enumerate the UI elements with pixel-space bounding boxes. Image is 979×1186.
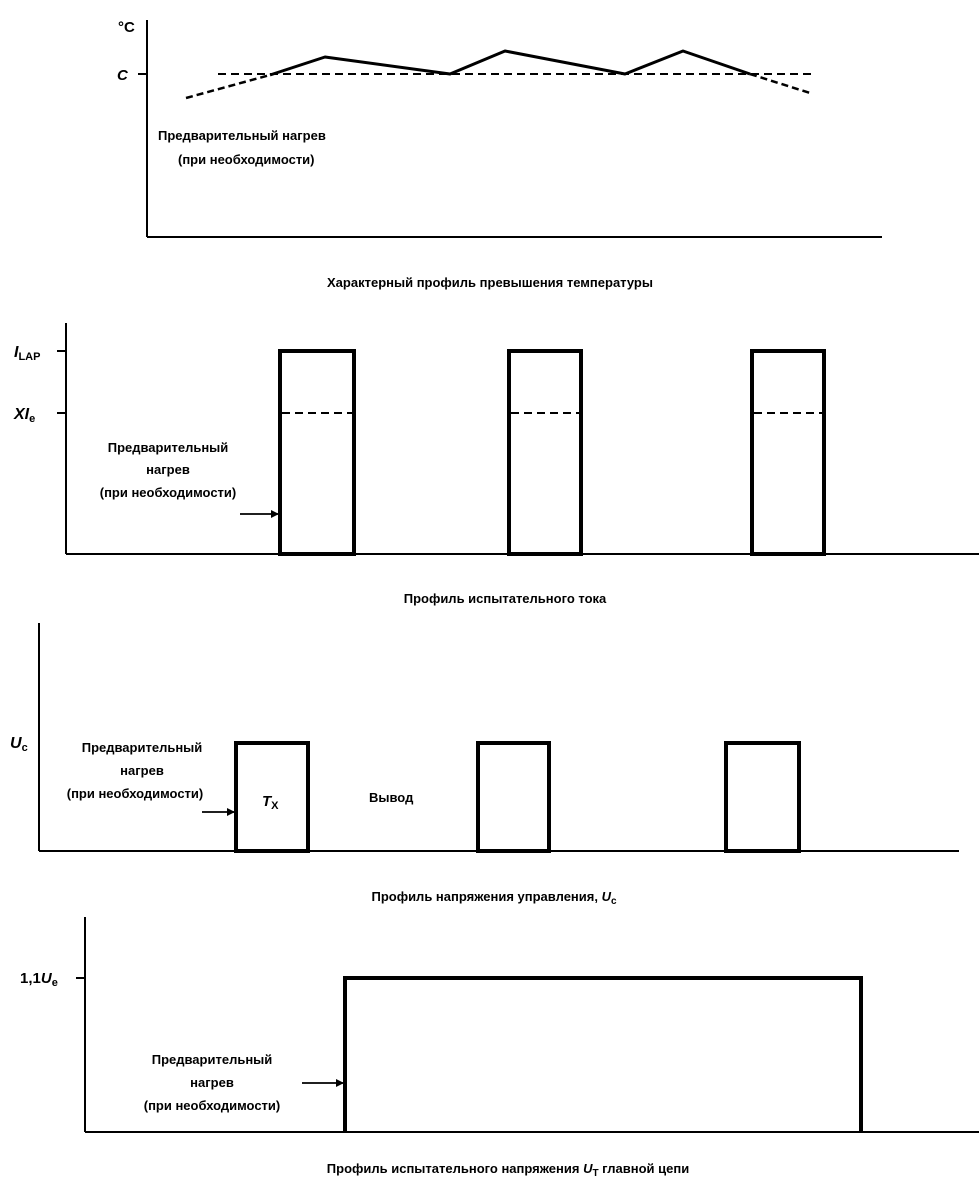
preheat-label-line1: Предварительный (82, 740, 203, 755)
preheat-label-line2: нагрев (190, 1075, 234, 1090)
cooldown-dashed-ramp (749, 72, 811, 95)
panel-temperature: °C C Предварительный нагрев (при необход… (117, 19, 882, 290)
panel-caption: Профиль испытательного тока (404, 591, 607, 606)
preheat-label-line3: (при необходимости) (67, 786, 204, 801)
temperature-profile-line (269, 49, 751, 77)
panel-caption: Характерный профиль превышения температу… (327, 275, 653, 290)
voltage-pulse-2 (476, 741, 551, 853)
panel-main-circuit-voltage: 1,1Ue Предварительный нагрев (при необхо… (20, 917, 979, 1179)
on-time-label: TX (262, 793, 279, 812)
panel-test-current: ILAP XIe Предварительный нагрев (при нео… (13, 323, 979, 606)
preheat-label-line2: нагрев (146, 462, 190, 477)
level-ilap-label: ILAP (14, 344, 40, 363)
level-11ue-label: 1,1Ue (20, 970, 58, 989)
voltage-pulse-1 (234, 741, 310, 853)
off-time-label: Вывод (369, 790, 414, 805)
preheat-label-line1: Предварительный нагрев (158, 128, 326, 143)
level-xie-label: XIe (13, 406, 35, 425)
level-uc-label: Uc (10, 735, 28, 754)
current-pulse-1 (278, 349, 356, 556)
test-voltage-pulse (343, 976, 863, 1132)
y-unit-label: °C (118, 19, 135, 36)
preheat-label-line2: нагрев (120, 763, 164, 778)
preheat-label-line1: Предварительный (108, 440, 229, 455)
current-pulse-2 (507, 349, 583, 556)
panel-control-voltage: Uc Предварительный нагрев (при необходим… (10, 623, 959, 907)
preheat-label-line3: (при необходимости) (144, 1098, 281, 1113)
panel-caption: Профиль испытательного напряжения UT гла… (327, 1161, 689, 1179)
current-pulse-3 (750, 349, 826, 556)
preheat-dashed-ramp (185, 73, 271, 100)
preheat-label-line1: Предварительный (152, 1052, 273, 1067)
panel-caption: Профиль напряжения управления, Uc (371, 889, 617, 907)
preheat-label-line3: (при необходимости) (100, 485, 237, 500)
voltage-pulse-3 (724, 741, 801, 853)
level-c-label: C (117, 67, 129, 84)
preheat-label-line2: (при необходимости) (178, 152, 315, 167)
